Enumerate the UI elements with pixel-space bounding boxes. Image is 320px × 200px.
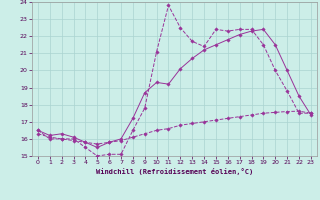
X-axis label: Windchill (Refroidissement éolien,°C): Windchill (Refroidissement éolien,°C) xyxy=(96,168,253,175)
